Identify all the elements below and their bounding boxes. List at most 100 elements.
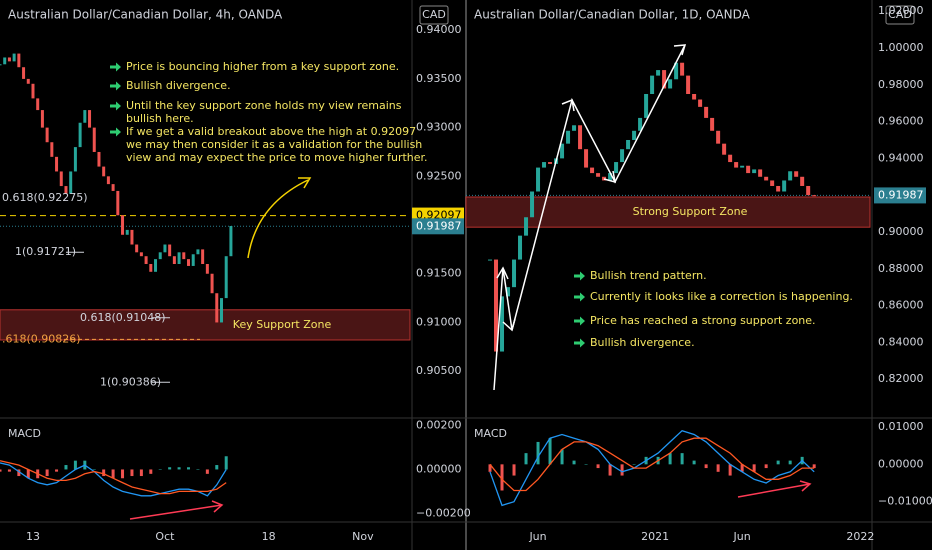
- candle: [506, 287, 511, 297]
- y-tick-label: 0.93000: [416, 121, 462, 134]
- candle: [121, 215, 125, 235]
- macd-histogram-bar: [788, 460, 792, 465]
- macd-histogram-bar: [536, 441, 540, 465]
- candle: [788, 171, 793, 181]
- candle: [560, 143, 565, 159]
- arrow-head: [211, 500, 224, 513]
- y-tick-label: 0.92500: [416, 169, 462, 182]
- y-tick-label: 0.98000: [878, 78, 924, 91]
- candle: [632, 130, 637, 140]
- candle: [770, 180, 775, 186]
- currency-label: CAD: [422, 8, 446, 21]
- candle: [704, 106, 709, 118]
- candle: [7, 57, 11, 62]
- macd-histogram-bar: [64, 465, 68, 470]
- macd-histogram-bar: [215, 465, 219, 470]
- candle: [542, 162, 547, 168]
- candle: [644, 94, 649, 118]
- y-tick-label: 0.86000: [878, 299, 924, 312]
- projection-arrow: [247, 179, 309, 259]
- candle: [698, 99, 703, 107]
- candle: [172, 256, 176, 265]
- macd-histogram-bar: [512, 464, 516, 476]
- macd-histogram-bar: [224, 456, 228, 470]
- macd-histogram-bar: [111, 469, 115, 479]
- y-tick-label: 0.82000: [878, 372, 924, 385]
- candle: [806, 185, 811, 196]
- level-label: 0.618(0.91048): [80, 311, 166, 324]
- level-label: .618(0.90826): [2, 332, 81, 345]
- candle: [794, 171, 799, 177]
- candle: [182, 252, 186, 260]
- macd-histogram-bar: [584, 464, 588, 465]
- macd-line: [0, 462, 227, 497]
- bullet-arrow: [574, 271, 585, 281]
- candle: [102, 166, 106, 177]
- candle: [590, 167, 595, 174]
- bullet-arrow: [574, 316, 585, 326]
- macd-histogram-bar: [7, 469, 11, 472]
- candle: [191, 254, 195, 266]
- candle: [22, 67, 26, 79]
- macd-histogram-bar: [668, 453, 672, 465]
- candle: [73, 147, 77, 172]
- candle: [638, 117, 643, 131]
- candle: [163, 244, 167, 253]
- candle: [215, 293, 219, 323]
- note-text: we may then consider it as a validation …: [126, 138, 422, 151]
- candle: [656, 70, 661, 76]
- candle: [776, 185, 781, 192]
- candle: [88, 110, 92, 128]
- candle: [728, 154, 733, 163]
- note-text: Currently it looks like a correction is …: [590, 290, 853, 303]
- arrow-head: [298, 177, 312, 189]
- macd-histogram-bar: [752, 464, 756, 472]
- macd-histogram-bar: [728, 464, 732, 476]
- note-text: Bullish trend pattern.: [590, 269, 707, 282]
- macd-histogram-bar: [149, 469, 153, 474]
- note-text: If we get a valid breakout above the hig…: [126, 125, 416, 138]
- candle: [566, 130, 571, 144]
- macd-histogram-bar: [692, 460, 696, 465]
- candle: [177, 252, 181, 265]
- x-tick-label: 13: [26, 530, 40, 543]
- price-label-box: [412, 218, 464, 235]
- bullet-arrow: [110, 101, 121, 111]
- macd-histogram-bar: [572, 460, 576, 465]
- macd-histogram-bar: [716, 464, 720, 472]
- y-tick-label: 0.94000: [416, 23, 462, 36]
- x-tick-label: Jun: [733, 530, 751, 543]
- candle: [584, 149, 589, 168]
- macd-histogram-bar: [500, 464, 504, 491]
- candle: [59, 171, 63, 187]
- chart-layer: Key Support Zone 0.618(0.92275) 1(0.91721)…: [0, 4, 932, 543]
- candle: [620, 149, 625, 163]
- candle: [602, 176, 607, 181]
- candle: [578, 125, 583, 150]
- candle: [518, 235, 523, 260]
- x-tick-label: Jun: [528, 530, 546, 543]
- pattern-zigzag: [493, 44, 686, 391]
- macd-tick-label: −0.00200: [416, 506, 471, 519]
- candle: [224, 256, 228, 299]
- macd-histogram-bar: [620, 464, 624, 476]
- macd-histogram-bar: [205, 469, 209, 474]
- macd-histogram-bar: [92, 469, 96, 470]
- macd-histogram-bar: [130, 469, 134, 477]
- macd-histogram-bar: [102, 469, 106, 477]
- x-tick-label: Nov: [352, 530, 374, 543]
- price-label-box: [874, 187, 926, 204]
- arrow-head: [799, 480, 812, 492]
- candle: [168, 244, 172, 257]
- candle: [154, 259, 158, 272]
- candle: [97, 151, 101, 167]
- macd-line: [489, 429, 815, 507]
- macd-histogram-bar: [548, 438, 552, 465]
- support-zone: [0, 309, 411, 341]
- y-tick-label: 0.94000: [878, 151, 924, 164]
- note-text: Bullish divergence.: [590, 336, 695, 349]
- candle: [680, 62, 685, 76]
- macd-histogram-bar: [168, 467, 172, 470]
- y-tick-label: 0.91000: [416, 315, 462, 328]
